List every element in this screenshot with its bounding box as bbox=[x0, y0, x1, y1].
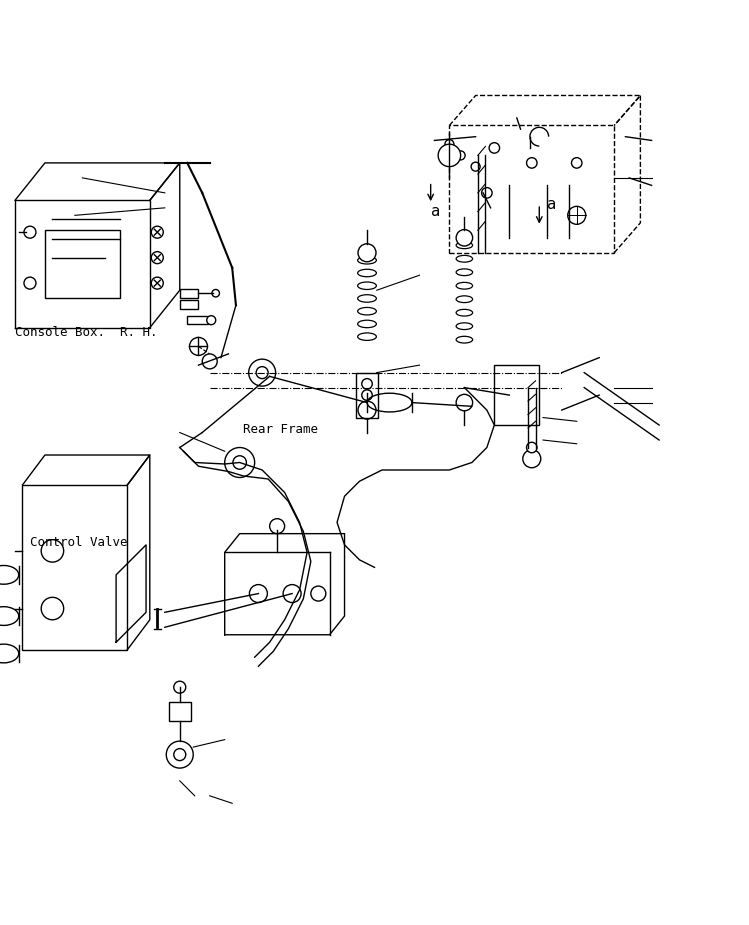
Circle shape bbox=[362, 389, 372, 401]
Text: a: a bbox=[431, 204, 440, 219]
Circle shape bbox=[166, 741, 193, 768]
Bar bbox=[169, 702, 191, 721]
Circle shape bbox=[225, 448, 255, 477]
Circle shape bbox=[445, 140, 454, 149]
Bar bbox=[494, 365, 539, 426]
Circle shape bbox=[256, 366, 268, 378]
Bar bbox=[449, 126, 614, 253]
Circle shape bbox=[24, 278, 36, 290]
Circle shape bbox=[311, 586, 326, 601]
Circle shape bbox=[233, 456, 246, 469]
Circle shape bbox=[438, 144, 461, 166]
Bar bbox=[45, 230, 120, 298]
Bar bbox=[180, 300, 198, 309]
Bar bbox=[180, 289, 198, 298]
Circle shape bbox=[482, 188, 492, 198]
Circle shape bbox=[212, 290, 219, 297]
Circle shape bbox=[249, 359, 276, 386]
Circle shape bbox=[202, 354, 217, 369]
Circle shape bbox=[456, 229, 473, 246]
Circle shape bbox=[189, 338, 207, 355]
Circle shape bbox=[249, 585, 267, 602]
Bar bbox=[187, 316, 208, 324]
Circle shape bbox=[24, 227, 36, 238]
Circle shape bbox=[456, 151, 465, 160]
Circle shape bbox=[568, 206, 586, 225]
Text: Control Valve: Control Valve bbox=[30, 536, 127, 549]
Circle shape bbox=[527, 442, 537, 452]
Circle shape bbox=[151, 278, 163, 290]
Bar bbox=[356, 373, 378, 417]
Circle shape bbox=[283, 585, 301, 602]
Text: a: a bbox=[547, 197, 556, 212]
Circle shape bbox=[41, 598, 64, 620]
Circle shape bbox=[362, 378, 372, 389]
Circle shape bbox=[151, 252, 163, 264]
Circle shape bbox=[571, 157, 582, 168]
Circle shape bbox=[358, 244, 376, 262]
Circle shape bbox=[174, 748, 186, 760]
Bar bbox=[22, 485, 127, 649]
Text: Rear Frame: Rear Frame bbox=[243, 424, 318, 437]
Text: Console Box.  R. H.: Console Box. R. H. bbox=[15, 326, 157, 339]
Circle shape bbox=[41, 539, 64, 562]
Circle shape bbox=[358, 401, 376, 419]
Circle shape bbox=[527, 157, 537, 168]
Circle shape bbox=[207, 315, 216, 325]
Circle shape bbox=[151, 227, 163, 238]
Circle shape bbox=[456, 394, 473, 411]
Circle shape bbox=[489, 142, 500, 154]
Circle shape bbox=[523, 450, 541, 468]
Circle shape bbox=[270, 519, 285, 534]
Circle shape bbox=[174, 681, 186, 693]
Circle shape bbox=[471, 162, 480, 171]
